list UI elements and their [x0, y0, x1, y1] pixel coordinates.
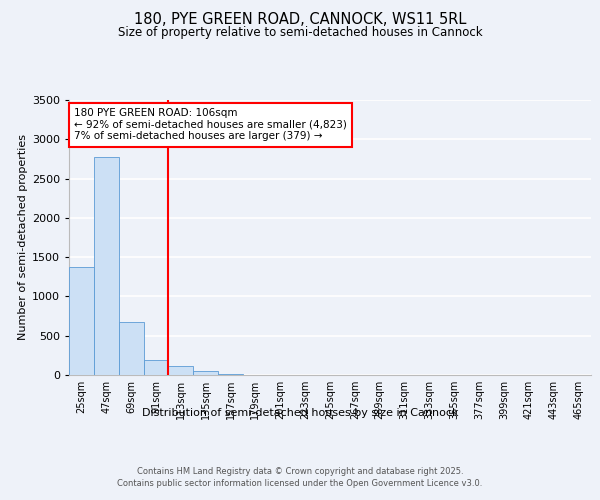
Bar: [169, 366, 193, 375]
Bar: [119, 322, 143, 375]
Bar: [143, 360, 169, 375]
Text: Contains public sector information licensed under the Open Government Licence v3: Contains public sector information licen…: [118, 479, 482, 488]
Bar: [69, 266, 94, 375]
Y-axis label: Number of semi-detached properties: Number of semi-detached properties: [17, 134, 28, 340]
Text: Contains HM Land Registry data © Crown copyright and database right 2025.: Contains HM Land Registry data © Crown c…: [137, 468, 463, 476]
Bar: [218, 374, 243, 375]
Text: 180 PYE GREEN ROAD: 106sqm
← 92% of semi-detached houses are smaller (4,823)
7% : 180 PYE GREEN ROAD: 106sqm ← 92% of semi…: [74, 108, 347, 142]
Bar: [193, 371, 218, 375]
Text: Size of property relative to semi-detached houses in Cannock: Size of property relative to semi-detach…: [118, 26, 482, 39]
Bar: [94, 156, 119, 375]
Text: Distribution of semi-detached houses by size in Cannock: Distribution of semi-detached houses by …: [142, 408, 458, 418]
Text: 180, PYE GREEN ROAD, CANNOCK, WS11 5RL: 180, PYE GREEN ROAD, CANNOCK, WS11 5RL: [134, 12, 466, 28]
